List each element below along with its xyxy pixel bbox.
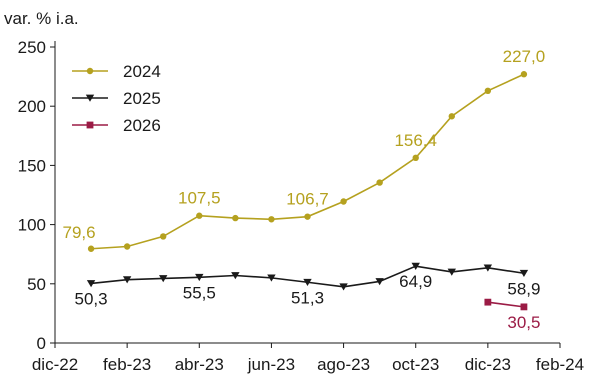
legend-item-2024: 2024 <box>72 62 161 81</box>
data-label-2026: 30,5 <box>507 313 540 332</box>
data-point-2025 <box>267 274 276 282</box>
legend-item-2025: 2025 <box>72 89 161 108</box>
y-tick-label: 100 <box>18 216 46 235</box>
x-tick-label: dic-23 <box>465 355 511 374</box>
data-label-2024: 227,0 <box>503 47 546 66</box>
data-point-2025 <box>195 273 204 282</box>
legend-marker <box>85 94 95 102</box>
data-point-2024 <box>123 243 131 250</box>
legend-marker <box>86 121 94 129</box>
data-label-2024: 79,6 <box>63 223 96 242</box>
data-point-2024 <box>304 213 311 220</box>
y-tick-label: 200 <box>18 97 46 116</box>
data-point-2024 <box>87 245 95 252</box>
data-point-2024 <box>268 216 275 223</box>
data-point-2025 <box>86 280 96 288</box>
data-point-2025 <box>339 283 348 291</box>
legend-label: 2026 <box>123 116 161 135</box>
data-point-2025 <box>447 268 456 276</box>
x-tick-label: dic-22 <box>32 355 78 374</box>
data-point-2026 <box>520 303 528 311</box>
series-2026 <box>484 298 528 311</box>
series-line-2026 <box>487 301 525 308</box>
data-point-2024 <box>340 198 347 205</box>
data-label-2024: 107,5 <box>178 189 221 208</box>
data-label-2025: 50,3 <box>75 289 108 308</box>
x-tick-label: abr-23 <box>175 355 224 374</box>
data-point-2026 <box>484 298 492 306</box>
data-point-2024 <box>484 87 492 95</box>
data-label-2024: 106,7 <box>286 190 329 209</box>
data-point-2025 <box>411 262 420 270</box>
data-point-2025 <box>375 278 384 286</box>
data-point-2025 <box>483 264 493 272</box>
legend-label: 2024 <box>123 62 161 81</box>
series-2024 <box>87 71 528 252</box>
data-labels: 79,6 107,5 106,7 156,4 227,0 50,3 55,5 51,3 64,9… <box>63 47 546 332</box>
series-layer <box>86 71 529 311</box>
data-point-2025 <box>303 278 312 287</box>
y-tick-label: 50 <box>27 275 46 294</box>
data-point-2025 <box>122 276 132 284</box>
data-point-2024 <box>160 233 167 240</box>
legend-marker <box>86 67 94 75</box>
x-tick-label: feb-24 <box>536 355 584 374</box>
data-point-2024 <box>196 212 203 219</box>
x-tick-label: oct-23 <box>392 355 439 374</box>
data-point-2025 <box>159 275 168 283</box>
x-tick-label: feb-23 <box>103 355 151 374</box>
legend-label: 2025 <box>123 89 161 108</box>
axes: 0 50 100 150 200 250 dic-22 feb-23 abr-23 jun-23 a… <box>18 38 584 374</box>
data-point-2024 <box>232 214 239 222</box>
data-label-2025: 51,3 <box>291 288 324 307</box>
data-point-2025 <box>231 272 240 280</box>
data-point-2024 <box>412 154 419 162</box>
data-point-2024 <box>520 71 528 78</box>
x-tick-label: jun-23 <box>247 355 295 374</box>
data-label-2025: 55,5 <box>183 283 216 302</box>
x-tick-label: ago-23 <box>317 355 370 374</box>
legend: 2024 2025 2026 <box>72 62 161 135</box>
data-label-2025: 64,9 <box>399 272 432 291</box>
series-2025 <box>86 262 529 291</box>
data-point-2024 <box>448 113 455 120</box>
data-label-2024: 156,4 <box>394 131 437 150</box>
data-point-2025 <box>519 269 529 278</box>
y-tick-label: 150 <box>18 156 46 175</box>
data-point-2024 <box>376 179 383 186</box>
legend-item-2026: 2026 <box>72 116 161 135</box>
y-axis-unit-label: var. % i.a. <box>4 9 79 28</box>
data-label-2025: 58,9 <box>507 279 540 298</box>
y-tick-label: 250 <box>18 38 46 57</box>
y-tick-label: 0 <box>37 334 46 353</box>
